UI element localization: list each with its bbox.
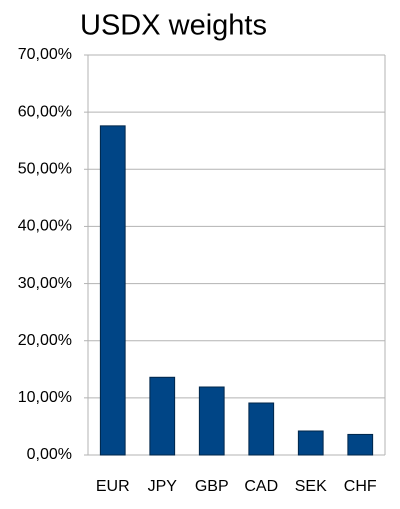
y-tick-label: 70,00% bbox=[18, 46, 72, 63]
y-tick-label: 40,00% bbox=[18, 218, 72, 235]
bar bbox=[99, 125, 126, 456]
x-tick-label: JPY bbox=[148, 478, 178, 495]
x-tick-label: SEK bbox=[295, 478, 327, 495]
x-tick-label: GBP bbox=[195, 478, 229, 495]
y-tick-label: 0,00% bbox=[27, 446, 72, 463]
bar bbox=[248, 402, 275, 456]
y-tick-label: 30,00% bbox=[18, 275, 72, 292]
x-tick-label: CHF bbox=[344, 478, 377, 495]
x-tick-label: EUR bbox=[96, 478, 130, 495]
y-tick-label: 50,00% bbox=[18, 161, 72, 178]
y-tick-label: 60,00% bbox=[18, 103, 72, 120]
x-tick-label: CAD bbox=[244, 478, 278, 495]
bar bbox=[198, 386, 225, 456]
bar bbox=[347, 433, 374, 456]
chart-title: USDX weights bbox=[80, 10, 267, 42]
bar bbox=[149, 376, 176, 456]
y-tick-label: 20,00% bbox=[18, 332, 72, 349]
bar bbox=[297, 430, 324, 456]
y-tick-label: 10,00% bbox=[18, 389, 72, 406]
